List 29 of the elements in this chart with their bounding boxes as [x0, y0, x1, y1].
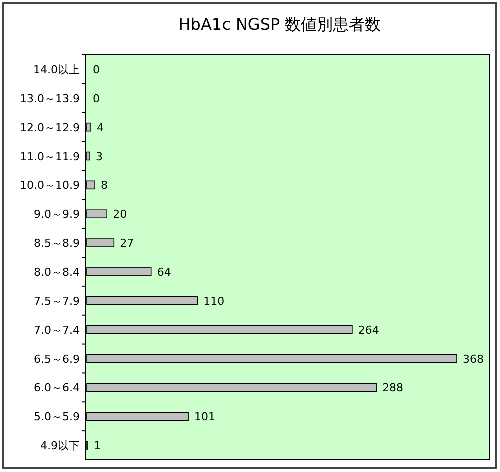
- y-tick-label: 8.0～8.4: [34, 266, 80, 279]
- data-label: 0: [93, 63, 100, 76]
- data-label: 0: [93, 92, 100, 106]
- data-label: 101: [194, 410, 216, 424]
- data-label: 110: [204, 294, 225, 308]
- data-label: 27: [120, 237, 134, 250]
- y-tick-label: 10.0～10.9: [20, 179, 80, 192]
- data-label: 20: [113, 208, 128, 222]
- data-label: 3: [96, 150, 104, 164]
- y-tick-label: 4.9以下: [40, 440, 80, 453]
- chart-title: HbA1c NGSP 数値別患者数: [178, 15, 382, 34]
- data-label: 1: [94, 440, 102, 453]
- y-tick-label: 6.5～6.9: [34, 352, 80, 366]
- y-tick-label: 7.0～7.4: [34, 324, 80, 337]
- y-tick-label: 11.0～11.9: [20, 150, 80, 164]
- y-tick-label: 5.0～5.9: [34, 410, 80, 424]
- data-label: 368: [463, 352, 484, 366]
- data-label: 264: [358, 324, 380, 337]
- data-label: 64: [157, 266, 172, 279]
- y-tick-label: 7.5～7.9: [34, 294, 80, 308]
- y-tick-label: 9.0～9.9: [34, 208, 80, 222]
- y-tick-label: 8.5～8.9: [34, 237, 80, 250]
- y-tick-label: 14.0以上: [34, 63, 80, 76]
- y-tick-label: 12.0～12.9: [20, 121, 80, 134]
- data-label: 4: [97, 121, 104, 134]
- y-tick-label: 13.0～13.9: [20, 92, 80, 106]
- data-label: 288: [382, 382, 404, 395]
- y-tick-label: 6.0～6.4: [34, 382, 80, 395]
- data-label: 8: [101, 179, 108, 192]
